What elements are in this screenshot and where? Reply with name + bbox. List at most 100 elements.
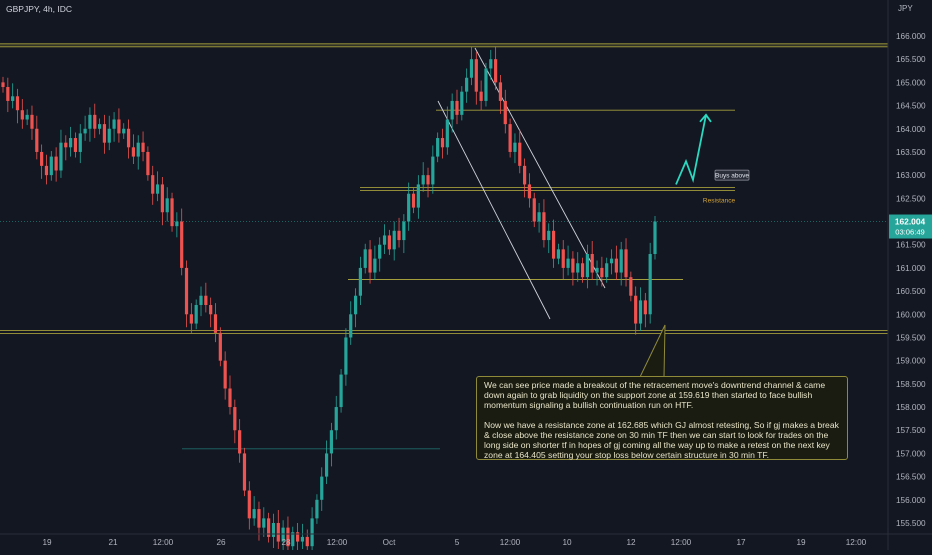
projection-arrowhead <box>699 113 712 123</box>
bearish-candle <box>218 332 222 361</box>
bearish-candle <box>238 430 242 454</box>
price-tick-label: 156.000 <box>896 496 926 505</box>
bearish-candle <box>6 87 10 101</box>
bearish-candle <box>40 151 44 166</box>
projection-path <box>675 114 707 185</box>
bullish-candle <box>416 184 420 208</box>
channel-upper-line <box>474 47 606 289</box>
bearish-candle <box>503 100 507 125</box>
bearish-candle <box>479 91 483 101</box>
bearish-candle <box>30 114 34 129</box>
bullish-candle <box>262 518 266 528</box>
bearish-candle <box>580 263 585 278</box>
buys-above-box <box>714 169 750 181</box>
time-tick-label: 12:00 <box>500 538 521 547</box>
bearish-candle <box>455 100 459 115</box>
bullish-candle <box>619 249 623 273</box>
bearish-candle <box>170 198 174 227</box>
bullish-candle <box>155 184 160 194</box>
time-tick-label: 10 <box>562 538 572 547</box>
bullish-candle <box>107 128 111 143</box>
projection-arrow: Buys above Resistance <box>675 113 750 205</box>
bearish-candle <box>54 156 58 171</box>
bullish-candle <box>78 133 82 152</box>
bearish-candle <box>305 536 309 547</box>
bearish-candle <box>508 124 512 152</box>
bullish-candle <box>271 523 276 537</box>
price-tick-label: 159.500 <box>896 333 926 342</box>
bullish-candle <box>460 91 464 115</box>
time-tick-label: 19 <box>42 538 52 547</box>
time-tick-label: 12 <box>626 538 636 547</box>
price-tick-label: 160.000 <box>896 310 926 319</box>
bearish-candle <box>600 267 604 278</box>
resistance-label: Resistance <box>703 198 736 205</box>
bearish-candle <box>387 235 391 250</box>
bearish-candle <box>126 128 131 148</box>
bearish-candle <box>20 110 24 120</box>
bearish-candle <box>257 509 261 528</box>
bullish-candle <box>334 407 338 431</box>
bearish-candle <box>102 124 107 143</box>
bearish-candle <box>213 314 218 333</box>
price-tick-label: 158.000 <box>896 403 926 412</box>
bearish-candle <box>233 407 237 431</box>
bullish-candle <box>194 305 198 324</box>
bearish-candle <box>397 230 401 241</box>
bullish-candle <box>329 430 334 454</box>
bearish-candle <box>117 119 121 134</box>
bullish-candle <box>97 124 102 129</box>
bullish-candle <box>358 267 362 296</box>
bullish-candle <box>112 119 116 129</box>
bullish-candle <box>431 156 435 185</box>
bearish-candle <box>204 295 208 306</box>
bullish-candle <box>373 258 377 273</box>
time-tick-label: 12:00 <box>671 538 692 547</box>
bullish-candle <box>136 142 140 157</box>
bearish-candle <box>629 277 633 296</box>
bearish-candle <box>64 142 68 148</box>
time-tick-label: 5 <box>455 538 460 547</box>
bearish-candle <box>228 388 232 408</box>
price-tick-label: 164.000 <box>896 125 926 134</box>
bullish-candle <box>595 267 599 273</box>
bullish-candle <box>556 249 561 259</box>
time-tick-label: 12:00 <box>327 538 348 547</box>
bearish-candle <box>189 314 193 324</box>
bearish-candle <box>247 490 251 519</box>
bullish-candle <box>566 258 570 268</box>
note-pointer <box>639 324 666 378</box>
time-tick-label: 12:00 <box>846 538 867 547</box>
bullish-candle <box>484 68 488 101</box>
bullish-candle <box>11 96 15 101</box>
bullish-candle <box>122 128 126 134</box>
bullish-candle <box>378 244 382 259</box>
bearish-candle <box>518 142 522 166</box>
bearish-candle <box>209 305 213 315</box>
bullish-candle <box>349 314 353 338</box>
time-tick-label: 19 <box>796 538 806 547</box>
price-tick-label: 157.500 <box>896 426 926 435</box>
bullish-candle <box>339 374 343 408</box>
time-tick-label: 26 <box>216 538 226 547</box>
bearish-candle <box>184 267 189 315</box>
price-tick-label: 161.500 <box>896 241 926 250</box>
bullish-candle <box>315 499 319 519</box>
bearish-candle <box>296 532 300 542</box>
bearish-candle <box>44 165 49 176</box>
bearish-candle <box>498 82 503 101</box>
bearish-candle <box>160 184 164 213</box>
bullish-candle <box>353 295 358 315</box>
bullish-candle <box>281 527 285 542</box>
bullish-candle <box>344 337 348 375</box>
price-tick-label: 156.500 <box>896 473 926 482</box>
bearish-candle <box>223 360 227 389</box>
bullish-candle <box>25 114 29 120</box>
price-tag-countdown: 03:06:49 <box>895 228 925 237</box>
symbol-title: GBPJPY, 4h, IDC <box>6 4 72 14</box>
analysis-note: We can see price made a breakout of the … <box>476 376 848 460</box>
bullish-candle <box>653 221 657 254</box>
price-tick-label: 164.500 <box>896 102 926 111</box>
